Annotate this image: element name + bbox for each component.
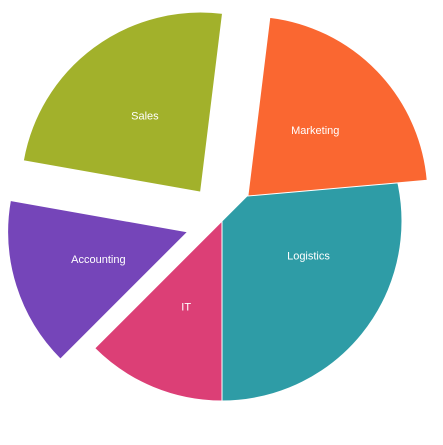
pie-slice-accounting[interactable] — [7, 199, 189, 360]
slice-label-marketing: Marketing — [291, 125, 339, 137]
pie-slice-marketing[interactable] — [247, 16, 428, 197]
pie-slice-sales[interactable] — [22, 11, 224, 193]
slices-layer — [7, 11, 428, 402]
pie-slice-it[interactable] — [94, 219, 223, 402]
labels-layer: Logistics IT Accounting Sales Marketing — [71, 111, 339, 314]
slice-label-sales: Sales — [131, 111, 159, 123]
slice-label-it: IT — [181, 301, 191, 313]
slice-label-logistics: Logistics — [287, 251, 330, 263]
slice-label-accounting: Accounting — [71, 254, 125, 266]
